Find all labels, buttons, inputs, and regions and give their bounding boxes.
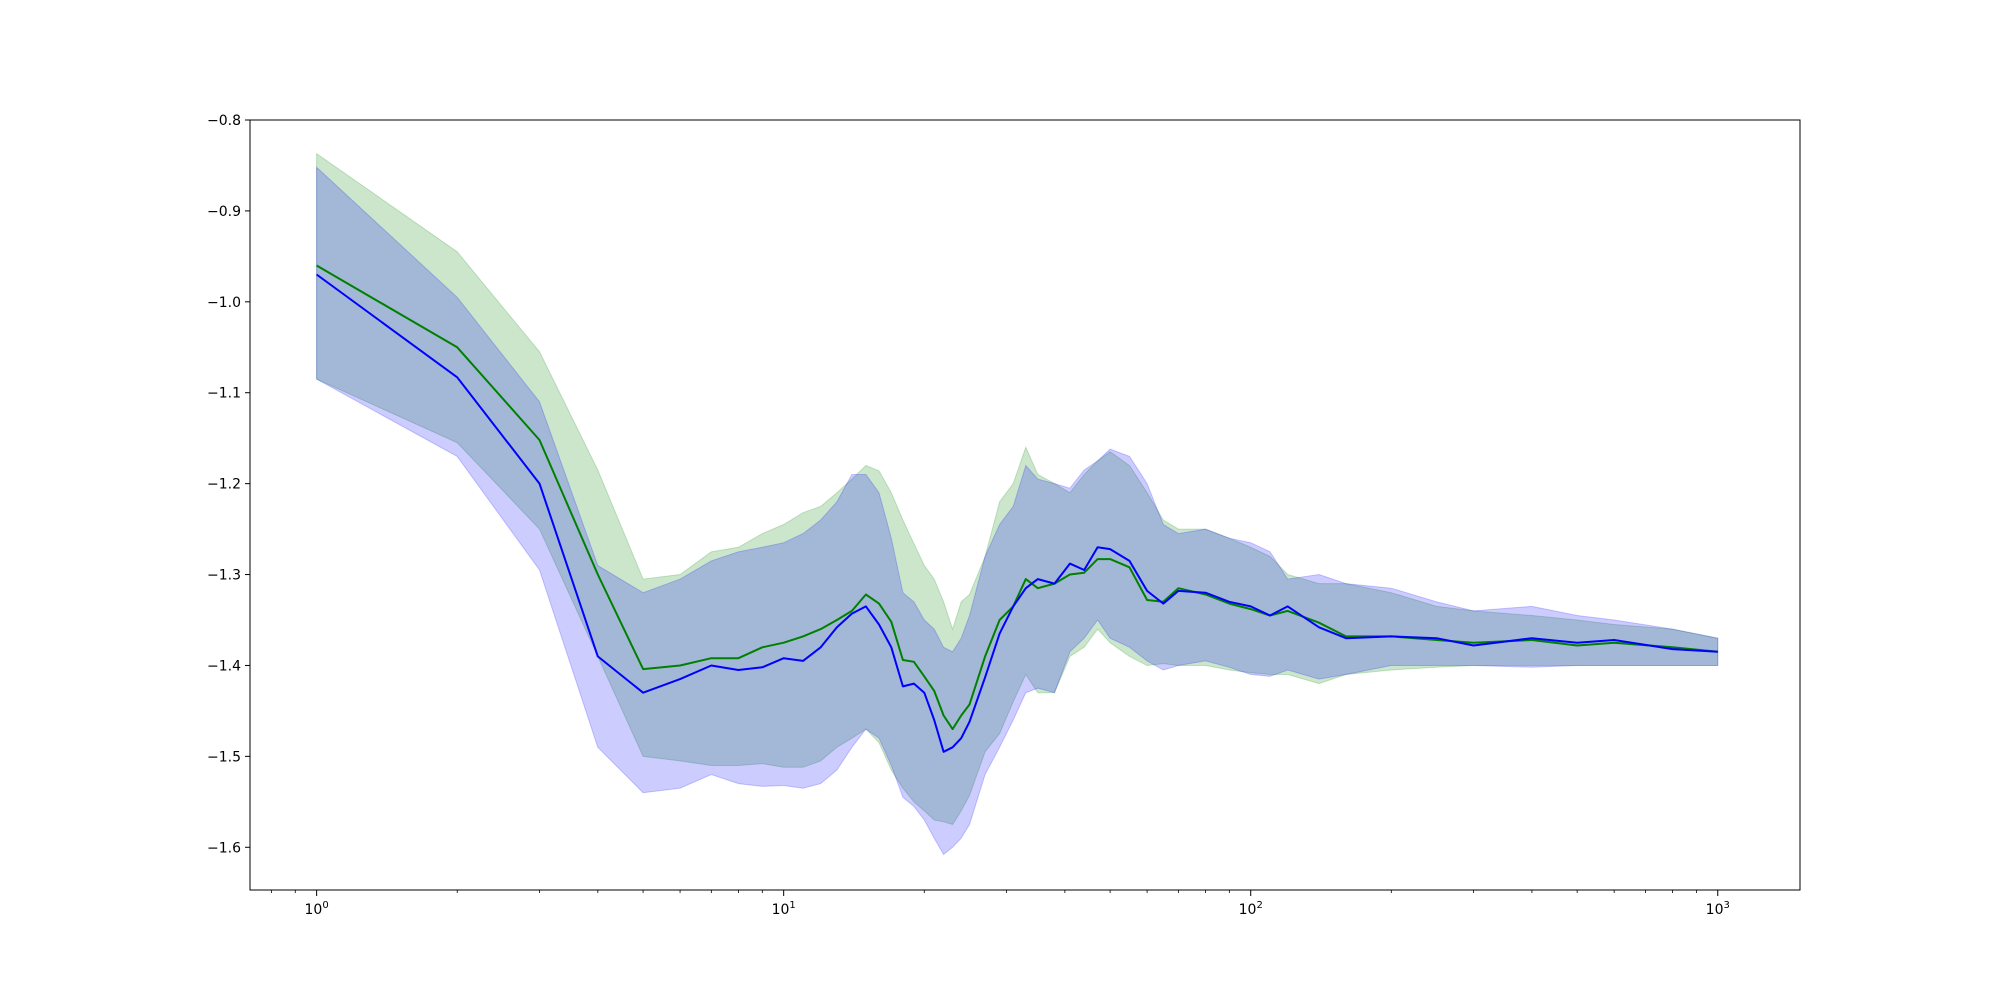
y-tick-label: −0.9 <box>207 204 241 220</box>
series-1-band <box>316 166 1719 856</box>
x-tick-label: 101 <box>772 900 796 918</box>
plot-area-frame <box>249 119 1801 891</box>
y-tick-label: −1.6 <box>207 840 241 856</box>
y-axis: −0.8 −0.9 −1.0 −1.1 −1.2 −1.3 −1.4 −1.5 −1.6 <box>207 113 250 856</box>
series-0-band <box>316 152 1719 826</box>
x-tick-label: 100 <box>305 900 329 918</box>
y-tick-label: −1.5 <box>207 749 241 765</box>
series-0-line <box>316 264 1718 731</box>
y-tick-label: −1.1 <box>207 386 241 402</box>
y-tick-label: −0.8 <box>207 113 241 129</box>
series-lines <box>316 264 1718 753</box>
confidence-bands <box>316 152 1719 856</box>
x-tick-label: 102 <box>1239 900 1263 918</box>
y-tick-label: −1.0 <box>207 295 241 311</box>
series-1-line <box>316 273 1718 753</box>
y-tick-label: −1.4 <box>207 658 241 674</box>
y-tick-label: −1.3 <box>207 568 241 584</box>
x-axis: 100 101 102 103 <box>270 890 1730 918</box>
x-tick-label: 103 <box>1706 900 1730 918</box>
y-tick-label: −1.2 <box>207 477 241 493</box>
